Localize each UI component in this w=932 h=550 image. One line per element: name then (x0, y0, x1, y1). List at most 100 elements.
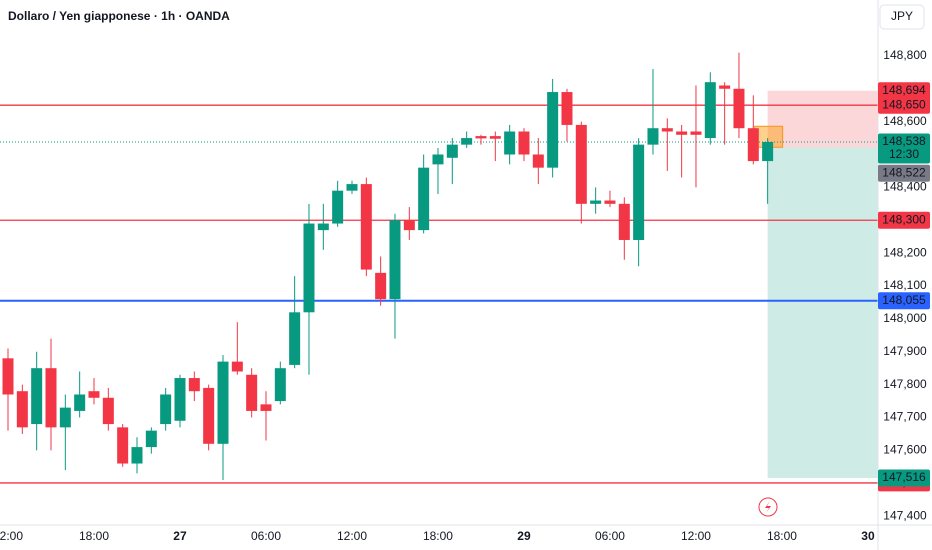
y-tick-label: 147,700 (883, 410, 927, 424)
candle-body (432, 154, 444, 165)
candle-body (346, 184, 358, 191)
candle-body (475, 136, 487, 139)
plot-area (0, 52, 878, 484)
price-label-box (878, 469, 930, 487)
x-tick-label: 12:00 (0, 529, 23, 543)
y-tick-label: 148,800 (883, 48, 927, 62)
price-label: 148,650 (882, 97, 926, 111)
y-tick-label: 148,200 (883, 245, 927, 259)
candle-body (604, 200, 616, 204)
candle-body (360, 184, 372, 270)
candle-body (188, 378, 200, 392)
price-label: 148,055 (882, 293, 926, 307)
chart-title: Dollaro / Yen giapponese · 1h · OANDA (8, 9, 230, 23)
event-icon-bolt (765, 501, 771, 513)
price-label: 148,522 (882, 165, 926, 179)
candle-body (117, 427, 129, 464)
candle-body (504, 131, 516, 155)
candle-body (88, 391, 100, 398)
candle-body (561, 92, 573, 125)
candle-body (518, 131, 530, 155)
candle-body (676, 131, 688, 135)
candle-body (16, 391, 28, 428)
price-label-box (878, 292, 930, 310)
price-label-box (878, 133, 930, 164)
candle-body (762, 142, 774, 162)
candle-body (131, 447, 143, 464)
candle-body (389, 220, 401, 300)
x-tick-label: 29 (517, 529, 531, 543)
price-label: 148,538 (882, 134, 926, 148)
candle-body (661, 128, 673, 132)
candle-body (303, 223, 315, 313)
candle-body (618, 203, 630, 240)
candle-body (332, 190, 344, 224)
candle-body (145, 430, 157, 448)
candle-body (174, 378, 186, 421)
y-tick-label: 148,400 (883, 180, 927, 194)
candle-body (532, 154, 544, 168)
candle-body (102, 397, 114, 425)
candle-body (31, 368, 43, 425)
candle-body (317, 223, 329, 231)
candle-body (633, 144, 645, 240)
candle-body (733, 88, 745, 129)
x-tick-label: 06:00 (595, 529, 625, 543)
candle-body (704, 82, 716, 139)
position-target-zone (767, 147, 878, 478)
candle-body (203, 387, 215, 444)
x-tick-label: 12:00 (681, 529, 711, 543)
y-tick-label: 148,600 (883, 114, 927, 128)
candle-body (747, 128, 759, 162)
candle-body (274, 368, 286, 402)
currency-button[interactable] (879, 4, 925, 30)
candle-body (74, 394, 86, 411)
candle-body (260, 404, 272, 411)
x-tick-label: 27 (173, 529, 187, 543)
price-label: 148,300 (882, 212, 926, 226)
currency-label[interactable]: JPY (891, 9, 913, 23)
candle-body (231, 361, 243, 372)
candle-body (690, 131, 702, 135)
price-countdown: 12:30 (889, 147, 919, 161)
candle-body (461, 138, 473, 145)
y-tick-label: 147,600 (883, 443, 927, 457)
candle-body (403, 220, 415, 231)
x-tick-label: 06:00 (251, 529, 281, 543)
x-tick-label: 30 (861, 529, 875, 543)
candle-body (446, 144, 458, 158)
candle-body (45, 368, 57, 428)
candle-body (289, 312, 301, 365)
price-label: 147,516 (882, 470, 926, 484)
x-tick-label: 18:00 (423, 529, 453, 543)
candle-body (590, 200, 602, 204)
candle-body (547, 92, 559, 168)
candle-body (217, 361, 229, 444)
x-tick-label: 18:00 (767, 529, 797, 543)
candle-body (489, 136, 501, 139)
candle-body (246, 374, 258, 411)
x-tick-label: 12:00 (337, 529, 367, 543)
y-tick-label: 147,800 (883, 377, 927, 391)
y-tick-label: 147,400 (883, 508, 927, 522)
price-label-box (878, 211, 930, 229)
price-label-box (878, 96, 930, 114)
candle-body (719, 85, 731, 89)
candle-body (2, 358, 14, 395)
candle-body (418, 167, 430, 231)
price-label-box (878, 164, 930, 182)
candle-body (647, 128, 659, 145)
price-label-box (878, 82, 930, 100)
y-tick-label: 147,900 (883, 344, 927, 358)
candle-body (375, 272, 387, 300)
price-label: 148,694 (882, 83, 926, 97)
x-tick-label: 18:00 (79, 529, 109, 543)
y-tick-label: 148,100 (883, 278, 927, 292)
candle-body (160, 394, 172, 425)
position-stop-zone (767, 90, 878, 148)
candle-body (575, 124, 587, 204)
y-tick-label: 148,000 (883, 311, 927, 325)
candle-body (59, 407, 71, 428)
